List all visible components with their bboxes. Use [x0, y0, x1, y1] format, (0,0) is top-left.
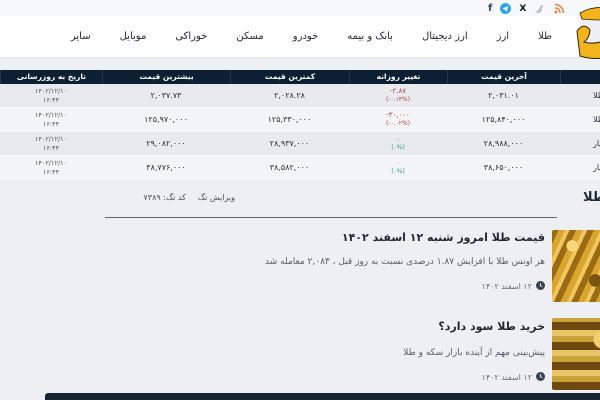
header-highest-price: بیشترین قیمت [102, 70, 230, 84]
cell-item-name: انس طلا [593, 90, 600, 100]
cell-lowest-price: ۲۸,۹۳۷,۰۰۰ [269, 138, 310, 148]
top-strip [0, 0, 600, 16]
gold-bars-thumbnail[interactable] [552, 230, 600, 302]
cell-highest-price: ۲,۰۳۷.۷۳ [150, 90, 182, 100]
cell-highest-price: ۳۸,۷۷۶,۰۰۰ [146, 162, 186, 172]
clock-icon [536, 281, 545, 292]
nav-item-mobile[interactable]: موبایل [119, 31, 147, 42]
news-date: ۱۲ اسفند ۱۴۰۲ [481, 282, 532, 291]
cell-update-date: ۱۴۰۲/۱۲/۱۰ ۱۶:۴۴ [34, 159, 68, 176]
table-row-gold-18k[interactable]: ۱۴۰۲/۱۲/۱۰ ۱۶:۴۴ ۲۹,۰۸۲,۰۰۰ ۲۸,۹۳۷,۰۰۰ ۰(… [0, 132, 600, 156]
gold-bars-thumbnail[interactable] [552, 318, 600, 390]
header-update-date: تاریخ به روزرسانی [0, 70, 102, 84]
nav-item-crypto[interactable]: ارز دیجیتال [421, 31, 468, 42]
nav-item-other[interactable]: سایر [70, 31, 91, 42]
edit-tag-link[interactable]: ویرایش تگ [197, 193, 235, 202]
header-lowest-price: کمترین قیمت [230, 70, 349, 84]
news-summary: هر اونس طلا با افزایش ۱.۸۷ درصدی نسبت به… [265, 257, 545, 267]
cell-item-name: مثقال طلا [593, 114, 600, 124]
page-title-gold: طلا [583, 190, 600, 205]
cell-last-price: ۳۸,۶۵۰,۰۰۰ [483, 162, 524, 172]
x-icon[interactable]: X [519, 3, 527, 14]
cell-item-name: طلای ۲۴ عیار [593, 162, 600, 172]
nav-item-gold[interactable]: طلا [538, 31, 552, 42]
cell-highest-price: ۱۲۵,۹۷۰,۰۰۰ [144, 114, 188, 124]
news-item: قیمت طلا امروز شنبه ۱۲ اسفند ۱۴۰۲ هر اون… [0, 228, 600, 306]
cell-lowest-price: ۲,۰۲۸.۲۸ [274, 90, 305, 100]
cell-last-price: ۲۸,۹۸۸,۰۰۰ [483, 138, 524, 148]
header-daily-change: تغییر روزانه [349, 70, 447, 84]
clock-icon [536, 372, 545, 383]
cell-update-date: ۱۴۰۲/۱۲/۱۰ ۱۶:۴۴ [34, 135, 68, 152]
cell-daily-change: -۲.۸۷ (-۰.۱۴%) [385, 87, 411, 104]
cell-update-date: ۱۴۰۲/۱۲/۱۰ ۱۶:۴۴ [34, 111, 68, 128]
nav-item-currency[interactable]: ارز [496, 31, 510, 42]
nav-item-food[interactable]: خوراکی [175, 31, 208, 42]
rss-icon[interactable] [554, 3, 565, 14]
header-last-price: آخرین قیمت [447, 70, 560, 84]
table-row-gold-ounce[interactable]: ۱۴۰۲/۱۲/۱۰ ۱۶:۴۴ ۲,۰۳۷.۷۳ ۲,۰۲۸.۲۸ -۲.۸۷(… [0, 84, 600, 108]
footer-bar [45, 393, 600, 400]
news-title[interactable]: خرید طلا سود دارد؟ [438, 320, 545, 333]
social-bar: f X [488, 3, 565, 14]
news-title[interactable]: قیمت طلا امروز شنبه ۱۲ اسفند ۱۴۰۲ [341, 231, 545, 244]
gold-price-table: تاریخ به روزرسانی بیشترین قیمت کمترین قی… [0, 70, 600, 180]
facebook-icon[interactable]: f [488, 2, 493, 14]
cell-daily-change: ۰ (۰%) [391, 135, 405, 152]
news-date: ۱۲ اسفند ۱۴۰۲ [481, 373, 532, 382]
cell-lowest-price: ۱۲۵,۳۳۰,۰۰۰ [267, 114, 312, 124]
table-header-row: تاریخ به روزرسانی بیشترین قیمت کمترین قی… [0, 70, 600, 84]
nav-item-car[interactable]: خودرو [292, 31, 319, 42]
cell-daily-change: -۳۰,۰۰۰ (-۰.۰۲%) [385, 111, 411, 128]
telegram-icon[interactable] [500, 3, 512, 14]
news-date-row: ۱۲ اسفند ۱۴۰۲ [482, 281, 545, 292]
site-logo[interactable] [574, 5, 600, 60]
cell-highest-price: ۲۹,۰۸۲,۰۰۰ [146, 138, 186, 148]
main-nav: طلا ارز ارز دیجیتال بانک و بیمه خودرو مس… [0, 16, 580, 58]
cell-last-price: ۲,۰۳۱.۰۱ [488, 90, 519, 100]
cell-lowest-price: ۳۸,۵۸۲,۰۰۰ [269, 162, 310, 172]
cell-daily-change: ۰ (۰%) [391, 159, 405, 176]
tag-code-label: کد تگ: ۷۳۸۹ [143, 193, 186, 202]
bird-icon[interactable] [534, 4, 546, 14]
cell-last-price: ۱۲۵,۸۴۰,۰۰۰ [481, 114, 526, 124]
table-row-gold-mesghal[interactable]: ۱۴۰۲/۱۲/۱۰ ۱۶:۴۴ ۱۲۵,۹۷۰,۰۰۰ ۱۲۵,۳۳۰,۰۰۰ … [0, 108, 600, 132]
nav-items: طلا ارز ارز دیجیتال بانک و بیمه خودرو مس… [0, 16, 580, 57]
news-date-row: ۱۲ اسفند ۱۴۰۲ [482, 372, 545, 383]
cell-item-name: طلای ۱۸ عیار [593, 138, 600, 148]
header-name [560, 70, 600, 84]
cell-update-date: ۱۴۰۲/۱۲/۱۰ ۱۶:۴۴ [34, 87, 68, 104]
news-summary: پیش‌بینی مهم از آینده بازار سکه و طلا [403, 348, 545, 358]
nav-item-bank-insurance[interactable]: بانک و بیمه [347, 31, 393, 42]
nav-item-housing[interactable]: مسکن [236, 31, 264, 42]
tag-admin-links: ویرایش تگ کد تگ: ۷۳۸۹ [144, 193, 235, 202]
news-item: خرید طلا سود دارد؟ پیش‌بینی مهم از آینده… [0, 315, 600, 393]
section-divider [105, 217, 557, 218]
table-row-gold-24k[interactable]: ۱۴۰۲/۱۲/۱۰ ۱۶:۴۴ ۳۸,۷۷۶,۰۰۰ ۳۸,۵۸۲,۰۰۰ ۰(… [0, 156, 600, 180]
